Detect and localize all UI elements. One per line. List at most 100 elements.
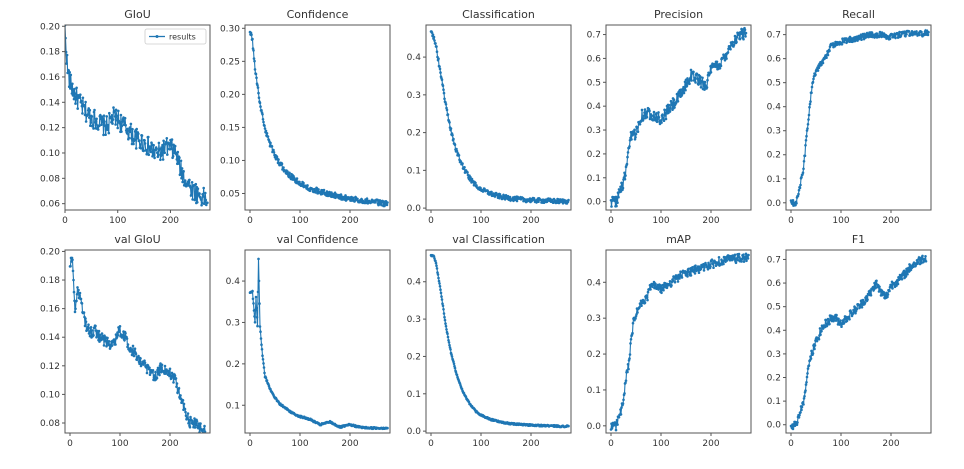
- data-point: [865, 295, 868, 298]
- y-tick-label: 0.2: [226, 360, 240, 370]
- data-point: [719, 64, 723, 68]
- data-point: [744, 31, 748, 35]
- data-point: [87, 332, 91, 335]
- data-point: [627, 367, 630, 371]
- data-point: [799, 183, 802, 187]
- data-point: [631, 321, 635, 325]
- data-point: [624, 174, 627, 177]
- data-point: [742, 260, 746, 263]
- data-point: [824, 318, 828, 322]
- data-point: [253, 321, 257, 324]
- data-point: [738, 37, 742, 41]
- data-point: [865, 31, 869, 35]
- data-point: [446, 332, 449, 336]
- data-point: [631, 331, 634, 335]
- data-point: [797, 188, 801, 192]
- data-point: [311, 187, 314, 191]
- chart-panel-classification: Classification 0 100 200 0.0 0.1 0.2 0.3 0.4: [407, 8, 572, 226]
- data-point: [807, 118, 810, 121]
- series-line: [430, 30, 570, 205]
- data-point: [680, 276, 684, 279]
- data-point: [437, 276, 440, 280]
- data-point: [805, 129, 809, 132]
- data-point: [705, 86, 709, 89]
- data-point: [132, 354, 136, 358]
- data-point: [158, 373, 161, 377]
- data-point: [808, 102, 812, 106]
- data-point: [615, 418, 619, 422]
- data-point: [192, 421, 196, 425]
- data-point: [256, 290, 260, 294]
- data-point: [860, 306, 864, 309]
- data-point: [616, 423, 619, 426]
- data-point: [137, 354, 140, 358]
- data-point: [298, 180, 301, 184]
- data-point: [722, 262, 725, 266]
- data-point: [166, 147, 170, 151]
- data-point: [251, 37, 254, 41]
- series-line: [69, 257, 206, 433]
- data-point: [262, 366, 266, 369]
- data-point: [102, 133, 105, 137]
- data-point: [82, 311, 86, 314]
- data-point: [662, 119, 666, 122]
- axes-frame: [64, 24, 211, 211]
- data-point: [264, 129, 268, 133]
- data-point: [100, 115, 104, 118]
- data-point: [114, 123, 117, 126]
- series-results: [68, 256, 207, 433]
- data-point: [103, 120, 106, 123]
- data-point: [199, 198, 203, 201]
- data-point: [116, 334, 120, 337]
- data-point: [259, 105, 262, 108]
- data-point: [800, 408, 803, 412]
- data-point: [659, 284, 663, 287]
- data-point: [809, 100, 812, 103]
- data-point: [95, 117, 98, 121]
- data-point: [452, 362, 456, 366]
- data-point: [673, 280, 677, 284]
- data-point: [807, 113, 811, 117]
- data-point: [662, 288, 665, 292]
- data-point: [715, 65, 718, 69]
- data-point: [265, 379, 269, 382]
- data-point: [436, 273, 440, 276]
- data-point: [626, 363, 630, 366]
- data-point: [624, 381, 627, 385]
- data-point: [793, 424, 797, 428]
- data-point: [137, 132, 140, 136]
- data-point: [71, 94, 75, 97]
- data-point: [634, 136, 637, 139]
- data-point: [145, 371, 149, 375]
- data-point: [160, 146, 163, 149]
- data-point: [649, 288, 652, 291]
- data-point: [855, 307, 859, 311]
- data-point: [117, 109, 120, 113]
- data-point: [263, 371, 266, 375]
- data-point: [196, 424, 200, 428]
- data-point: [920, 30, 923, 34]
- legend: results: [144, 28, 207, 45]
- data-point: [204, 191, 207, 195]
- x-tick-label: 100: [652, 216, 669, 226]
- y-tick-label: 0.06: [40, 200, 60, 210]
- data-point: [809, 357, 813, 360]
- data-point: [498, 193, 502, 196]
- data-point: [106, 336, 109, 340]
- data-point: [737, 252, 741, 256]
- data-point: [617, 195, 620, 199]
- data-point: [83, 104, 86, 107]
- data-point: [441, 84, 445, 88]
- data-point: [92, 127, 95, 130]
- y-tick-label: 0.20: [40, 22, 60, 32]
- data-point: [252, 49, 255, 52]
- data-point: [841, 37, 844, 40]
- data-point: [797, 416, 801, 419]
- data-point: [90, 329, 94, 332]
- data-point: [795, 423, 799, 427]
- axes-frame: [244, 249, 391, 434]
- chart-panel-val-giou: val GIoU 0 100 200 0.08 0.10 0.12 0.14 0.16 0.18 0…: [40, 233, 211, 449]
- chart-title: Classification: [462, 8, 535, 21]
- data-point: [186, 416, 189, 420]
- data-point: [442, 91, 446, 95]
